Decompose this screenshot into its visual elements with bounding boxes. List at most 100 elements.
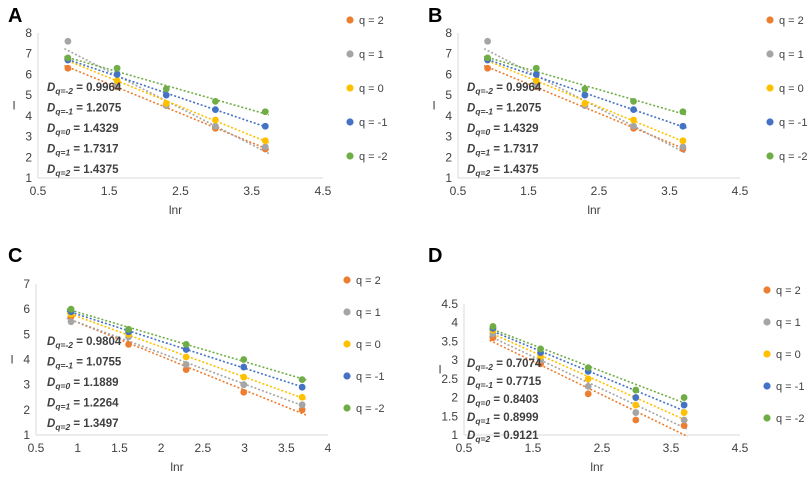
x-tick-label: 3.5 — [663, 441, 680, 455]
data-point-q-1 — [64, 37, 72, 45]
y-axis-title: I — [12, 99, 15, 113]
legend-label: q = 0 — [359, 83, 384, 95]
data-point-q-0 — [298, 393, 306, 401]
data-point-q-minus-1 — [298, 383, 306, 391]
data-point-q-1 — [584, 382, 592, 390]
legend-marker-q-minus-1 — [343, 372, 351, 380]
data-point-q-minus-2 — [64, 54, 72, 62]
legend-label: q = -1 — [776, 381, 804, 393]
data-point-q-2 — [298, 406, 306, 414]
dimension-annotation: Dq=-1 = 0.7715 — [467, 376, 542, 390]
y-tick-label: 1 — [445, 171, 452, 185]
y-tick-label: 6 — [25, 67, 32, 81]
legend-marker-q-2 — [763, 286, 771, 294]
data-point-q-0 — [113, 77, 121, 85]
dimension-annotation: Dq=2 = 0.9121 — [467, 430, 539, 444]
y-tick-label: 3 — [25, 130, 32, 144]
data-point-q-minus-1 — [581, 91, 589, 99]
panel-label: D — [428, 245, 442, 267]
data-point-q-minus-2 — [581, 85, 589, 93]
legend-marker-q-minus-2 — [763, 414, 771, 422]
legend-marker-q-minus-1 — [346, 118, 354, 126]
data-point-q-0 — [240, 373, 248, 381]
y-tick-label: 2 — [23, 403, 30, 417]
legend-label: q = -2 — [359, 151, 387, 163]
data-point-q-minus-1 — [679, 122, 687, 130]
x-tick-label: 4.5 — [732, 184, 749, 198]
data-point-q-minus-1 — [261, 122, 269, 130]
dimension-annotation: Dq=1 = 0.8999 — [467, 412, 538, 426]
dimension-annotation: Dq=-2 = 0.9964 — [47, 82, 122, 96]
dimension-annotation: Dq=-2 = 0.7074 — [467, 358, 542, 372]
legend-label: q = 2 — [356, 275, 381, 287]
y-tick-label: 4 — [23, 353, 30, 367]
data-point-q-0 — [680, 409, 688, 416]
legend-marker-q-1 — [343, 308, 351, 316]
legend-label: q = -2 — [776, 413, 804, 425]
legend-label: q = -2 — [356, 403, 384, 415]
data-point-q-minus-1 — [630, 106, 637, 114]
x-tick-label: 1.5 — [101, 184, 118, 198]
y-tick-label: 2 — [451, 391, 458, 405]
legend-marker-q-2 — [346, 16, 354, 24]
dimension-annotation: Dq=2 = 1.4375 — [47, 164, 119, 178]
data-point-q-1 — [240, 381, 248, 389]
dimension-annotation: Dq=1 = 1.7317 — [47, 144, 118, 158]
y-tick-label: 1 — [23, 428, 30, 442]
trendline-q-0 — [64, 58, 270, 144]
x-tick-label: 3.5 — [661, 184, 678, 198]
y-tick-label: 7 — [23, 277, 30, 291]
data-point-q-0 — [584, 375, 592, 383]
y-axis-title: I — [438, 363, 441, 377]
data-point-q-1 — [261, 143, 269, 151]
legend-marker-q-0 — [346, 84, 354, 92]
x-axis-title: lnr — [170, 460, 183, 474]
y-tick-label: 1 — [25, 171, 32, 185]
data-point-q-1 — [484, 37, 492, 45]
data-point-q-minus-2 — [680, 394, 688, 401]
data-point-q-minus-2 — [212, 97, 219, 105]
data-point-q-0 — [630, 116, 637, 124]
data-point-q-0 — [212, 116, 219, 124]
legend-marker-q-1 — [766, 50, 774, 58]
data-point-q-0 — [162, 100, 170, 107]
x-tick-label: 0.5 — [28, 441, 45, 455]
x-tick-label: 4.5 — [315, 184, 332, 198]
legend-marker-q-2 — [343, 276, 351, 284]
data-point-q-1 — [182, 361, 190, 368]
legend-marker-q-2 — [766, 16, 774, 24]
y-tick-label: 8 — [25, 26, 32, 40]
legend-marker-q-minus-2 — [346, 152, 354, 160]
x-tick-label: 1.5 — [525, 441, 542, 455]
data-point-q-minus-2 — [67, 305, 75, 313]
trendline-q-2 — [64, 64, 270, 151]
data-point-q-minus-2 — [537, 345, 544, 353]
data-point-q-minus-1 — [212, 106, 219, 114]
data-point-q-2 — [182, 366, 190, 373]
x-tick-label: 1.5 — [520, 184, 537, 198]
y-tick-label: 7 — [25, 47, 32, 61]
dimension-annotation: Dq=0 = 1.4329 — [467, 123, 538, 137]
data-point-q-2 — [632, 416, 640, 424]
legend-label: q = -2 — [779, 151, 807, 163]
data-point-q-minus-2 — [630, 97, 637, 105]
trendline-q-minus-2 — [489, 327, 688, 405]
x-tick-label: 2.5 — [594, 441, 611, 455]
data-point-q-minus-2 — [584, 364, 592, 372]
data-point-q-minus-2 — [489, 323, 497, 330]
chart-panel-d: D 1 1.5 2 2.5 3 3.5 4 4.5 0.5 1.5 2.5 3.5 4.5 lnr I Dq=-… — [428, 245, 804, 474]
x-tick-label: 0.5 — [450, 184, 467, 198]
y-tick-label: 2.5 — [441, 372, 458, 386]
data-point-q-2 — [584, 390, 592, 398]
legend-marker-q-1 — [763, 318, 771, 326]
data-point-q-1 — [298, 401, 306, 409]
x-tick-label: 1 — [74, 441, 81, 455]
data-point-q-2 — [240, 388, 248, 396]
y-tick-label: 2 — [445, 150, 452, 164]
data-point-q-0 — [532, 77, 540, 85]
x-tick-label: 0.5 — [456, 441, 473, 455]
data-point-q-1 — [630, 122, 637, 130]
x-axis-title: lnr — [590, 460, 603, 474]
legend-marker-q-minus-2 — [766, 152, 774, 160]
